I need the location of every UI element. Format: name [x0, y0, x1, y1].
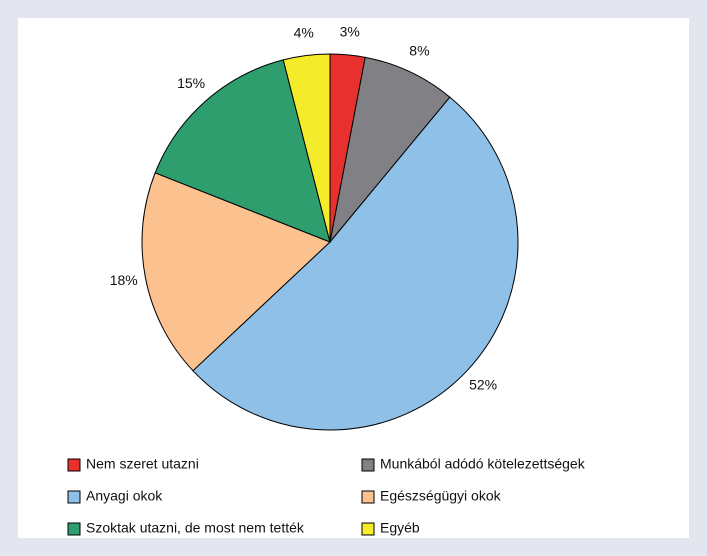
legend-label: Munkából adódó kötelezettségek — [380, 456, 586, 472]
data-label: 52% — [469, 376, 497, 392]
data-label: 15% — [177, 75, 205, 91]
pie-slice — [192, 96, 519, 431]
legend-swatch — [67, 522, 81, 536]
pie-slice — [154, 59, 331, 243]
data-label: 18% — [110, 272, 138, 288]
pie-slice — [141, 172, 331, 372]
legend-label: Egyéb — [380, 520, 420, 536]
legend-swatch — [67, 458, 81, 472]
legend-label: Szoktak utazni, de most nem tették — [86, 520, 305, 536]
legend-label: Egészségügyi okok — [380, 488, 502, 504]
legend-swatch — [67, 490, 81, 504]
pie-slice — [282, 53, 331, 243]
legend-label: Anyagi okok — [86, 488, 163, 504]
data-label: 8% — [409, 43, 429, 59]
legend-label: Nem szeret utazni — [86, 456, 199, 472]
data-label: 4% — [294, 24, 314, 40]
legend-swatch — [361, 490, 375, 504]
legend-swatch — [361, 458, 375, 472]
pie-slice — [329, 56, 451, 243]
data-label: 3% — [340, 24, 360, 40]
legend-swatch — [361, 522, 375, 536]
